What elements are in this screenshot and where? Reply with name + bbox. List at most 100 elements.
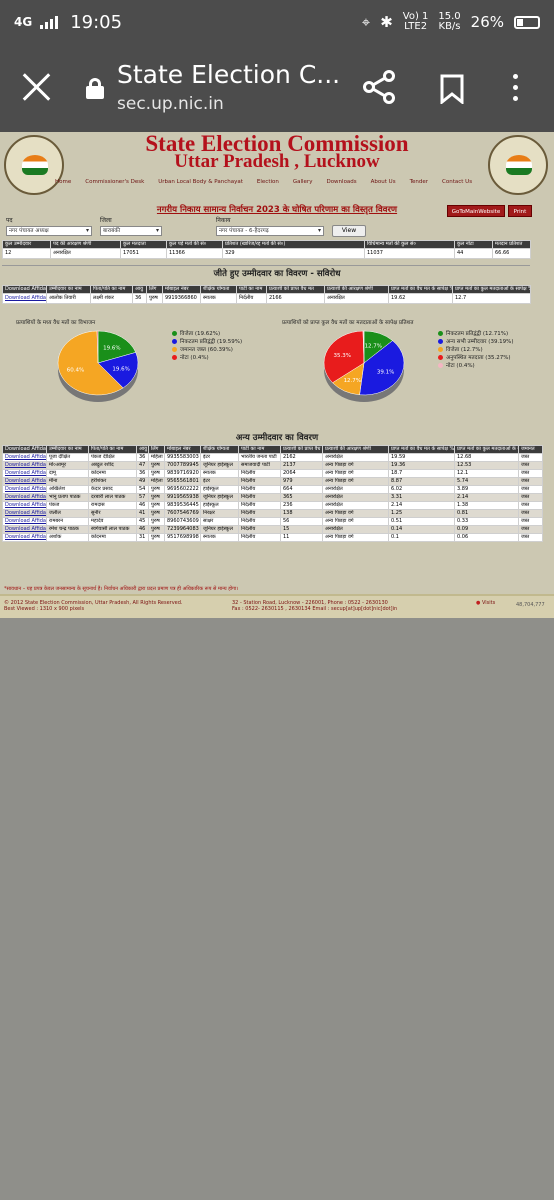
body-select[interactable]: नगर पंचायत - 6-हैदरगढ़ <box>216 226 324 236</box>
chart-1-title: प्रत्याशियों के मध्य वैध मतों का विभाजन <box>16 320 96 326</box>
district-select[interactable]: बाराबंकी <box>100 226 162 236</box>
post-select[interactable]: नगर पंचायत अध्यक्ष <box>6 226 92 236</box>
legend-swatch <box>438 330 443 336</box>
table-cell: 46 <box>136 501 149 510</box>
site-subtitle: Uttar Pradesh , Lucknow <box>174 151 380 172</box>
nav-about-us[interactable]: About Us <box>370 179 396 185</box>
chart-1-legend: विजेता (19.62%) निकटतम प्रतिद्वंद्वी (19.… <box>172 329 242 361</box>
column-header: मतदान प्रतिशत <box>492 240 531 249</box>
download-affidavit-link[interactable]: Download Affidavit <box>5 518 46 525</box>
goto-main-website-button[interactable]: GoToMainWebsite <box>447 205 505 217</box>
table-cell: 18.7 <box>388 469 455 478</box>
table-cell: महिला <box>148 453 165 462</box>
table-cell: 236 <box>280 501 323 510</box>
table-cell: निर्दलीय <box>238 501 281 510</box>
table-cell: पुरुष <box>148 493 165 502</box>
legend-swatch <box>172 354 177 360</box>
table-cell: 2162 <box>280 453 323 462</box>
affidavit-cell[interactable]: Download Affidavit <box>2 469 47 478</box>
download-affidavit-link[interactable]: Download Affidavit <box>5 510 46 517</box>
affidavit-cell[interactable]: Download Affidavit <box>2 509 47 518</box>
table-row: Download Affidavitरमेश चन्द्र पाठकस्वर्ग… <box>2 525 543 534</box>
legend-entry: निकटतम प्रतिद्वंद्वी (19.59%) <box>172 337 242 345</box>
nav-urban-local-body[interactable]: Urban Local Body & Panchayat <box>158 179 243 185</box>
affidavit-cell[interactable]: Download Affidavit <box>2 493 47 502</box>
commission-seal-logo <box>488 135 548 195</box>
table-cell: निर्दलीय <box>238 533 281 542</box>
table-cell: 0.51 <box>388 517 455 526</box>
page-title[interactable]: State Election C... <box>117 60 341 89</box>
download-affidavit-link[interactable]: Download Affidavit <box>5 534 46 541</box>
network-speed: 15.0 KB/s <box>438 11 461 32</box>
download-affidavit-link[interactable]: Download Affidavit <box>5 454 46 461</box>
nav-downloads[interactable]: Downloads <box>326 179 357 185</box>
affidavit-cell[interactable]: Download Affidavit <box>2 501 47 510</box>
download-affidavit-link[interactable]: Download Affidavit <box>5 494 46 501</box>
legend-swatch <box>172 346 177 352</box>
table-row: Download Affidavitजलीलसुनीर41पुरुष760754… <box>2 509 543 518</box>
download-affidavit-link[interactable]: Download Affidavit <box>5 462 46 469</box>
table-cell: 19.59 <box>388 453 455 462</box>
nav-home[interactable]: Home <box>55 179 72 185</box>
table-cell: 0.1 <box>388 533 455 542</box>
best-viewed: Best Viewed : 1310 x 900 pixels <box>4 606 85 612</box>
nav-election[interactable]: Election <box>256 179 279 185</box>
bookmark-icon[interactable] <box>440 74 464 104</box>
table-cell: अनारक्षित <box>322 525 389 534</box>
pie-slice <box>323 330 365 384</box>
download-affidavit-link[interactable]: Download Affidavit <box>5 526 46 533</box>
table-cell: 9695602222 <box>164 485 201 494</box>
affidavit-cell[interactable]: Download Affidavit <box>2 525 47 534</box>
download-affidavit-link[interactable]: Download Affidavit <box>5 486 46 493</box>
affidavit-cell[interactable]: Download Affidavit <box>2 533 47 542</box>
table-cell: स्नातक <box>200 469 239 478</box>
table-cell: पुरुष <box>148 517 165 526</box>
affidavit-cell[interactable]: Download Affidavit <box>2 477 47 486</box>
table-cell: 11366 <box>166 248 223 259</box>
lock-icon[interactable] <box>86 78 104 99</box>
table-row: Download Affidavitरामबरनमहादेव45पुरुष896… <box>2 517 543 526</box>
download-affidavit-link[interactable]: Download Affidavit <box>5 502 46 509</box>
menu-icon[interactable] <box>510 74 520 104</box>
print-button[interactable]: Print <box>508 205 532 217</box>
table-cell: 8960743609 <box>164 517 201 526</box>
table-cell: 7007789945 <box>164 461 201 470</box>
visitor-counter: 48,704,777 <box>516 602 545 608</box>
nav-commissioners-desk[interactable]: Commissioner's Desk <box>85 179 145 185</box>
table-cell: जब्त <box>518 533 543 542</box>
table-cell: 49 <box>136 477 149 486</box>
table-cell: कोदनमा <box>88 533 137 542</box>
web-page: State Election Commission Uttar Pradesh … <box>0 132 554 618</box>
download-affidavit-link[interactable]: Download Affidavit <box>5 478 46 485</box>
close-icon[interactable] <box>22 72 52 102</box>
table-cell: 0.81 <box>454 509 519 518</box>
share-icon[interactable] <box>362 70 396 104</box>
table-cell: 8.87 <box>388 477 455 486</box>
column-header: प्रतिशत (खारिज/रद्द मतों की सं०) <box>222 240 365 249</box>
nav-tender[interactable]: Tender <box>409 179 429 185</box>
nav-gallery[interactable]: Gallery <box>292 179 313 185</box>
table-cell: 9935583003 <box>164 453 201 462</box>
page-domain[interactable]: sec.up.nic.in <box>117 94 224 114</box>
table-cell: जब्त <box>518 477 543 486</box>
download-affidavit-link[interactable]: Download Affidavit <box>5 470 46 477</box>
affidavit-cell[interactable]: Download Affidavit <box>2 517 47 526</box>
table-cell: पुरुष <box>148 525 165 534</box>
clock: 19:05 <box>70 11 123 33</box>
nav-contact-us[interactable]: Contact Us <box>442 179 473 185</box>
view-button[interactable]: View <box>332 225 366 237</box>
download-affidavit-link[interactable]: Download Affidavit <box>5 295 46 301</box>
table-cell: जब्त <box>518 469 543 478</box>
affidavit-cell[interactable]: Download Affidavit <box>2 453 47 462</box>
location-icon: ⌖ <box>361 13 371 31</box>
table-cell: 9565561801 <box>164 477 201 486</box>
affidavit-cell[interactable]: Download Affidavit <box>2 485 47 494</box>
legend-swatch <box>438 346 443 352</box>
table-cell: 138 <box>280 509 323 518</box>
table-cell: 57 <box>136 493 149 502</box>
table-cell: पंकज <box>46 501 89 510</box>
column-header: पार्टी का नाम <box>238 445 281 454</box>
table-cell: इंटर <box>200 453 239 462</box>
affidavit-cell[interactable]: Download Affidavit <box>2 293 47 304</box>
affidavit-cell[interactable]: Download Affidavit <box>2 461 47 470</box>
